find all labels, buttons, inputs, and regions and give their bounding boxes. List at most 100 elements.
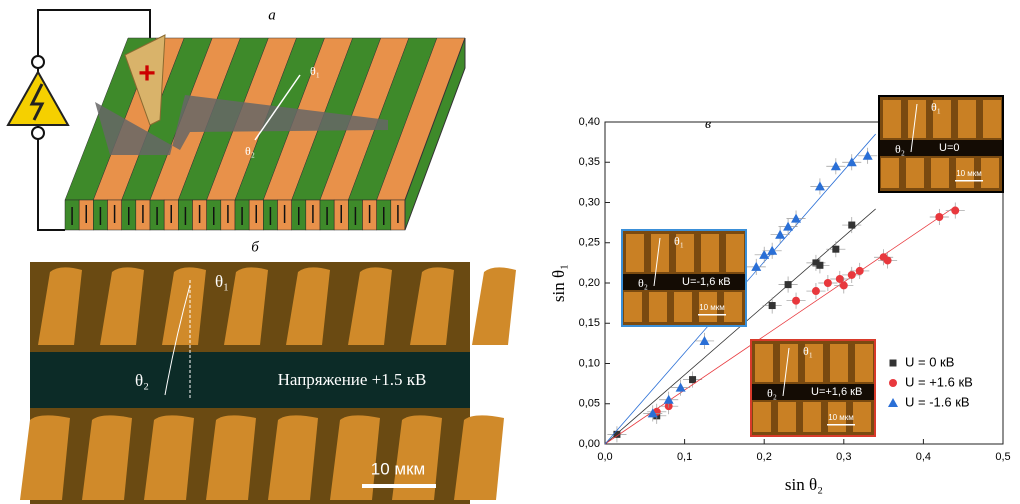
grain xyxy=(726,234,744,272)
panel-b: θ₁ θ₂ Напряжение +1.5 кВ 10 мкм xyxy=(20,262,516,504)
theta-label: θ₁ xyxy=(803,344,813,358)
x-tick-label: 0,3 xyxy=(836,451,851,463)
grain xyxy=(649,292,667,322)
x-tick-label: 0,4 xyxy=(916,451,931,463)
point xyxy=(840,281,848,289)
grain xyxy=(881,158,899,188)
plus: + xyxy=(138,57,156,90)
point xyxy=(815,181,825,190)
grain xyxy=(981,158,999,188)
panel-a: + θ₁ θ₂ а xyxy=(8,7,465,230)
voltage-label: Напряжение +1.5 кВ xyxy=(278,370,427,389)
grain xyxy=(624,292,642,322)
grain xyxy=(724,292,742,322)
voltage-label: U=-1,6 кВ xyxy=(682,276,731,288)
point xyxy=(863,151,873,160)
point xyxy=(700,336,710,345)
legend-marker xyxy=(890,360,897,367)
panel-label: в xyxy=(705,117,711,132)
grain xyxy=(855,344,873,382)
scale-bar xyxy=(827,424,855,426)
inset: θ₁ θ₂ U=0 10 мкм xyxy=(879,96,1003,192)
y-tick-label: 0,15 xyxy=(579,317,600,329)
grain xyxy=(906,158,924,188)
theta-label: θ₂ xyxy=(638,276,648,290)
figure: + θ₁ θ₂ а б θ₁ θ₂ Напряжение +1.5 кВ 10 … xyxy=(0,0,1020,504)
grain xyxy=(755,344,773,382)
legend-label: U = 0 кВ xyxy=(905,354,954,369)
point xyxy=(951,207,959,215)
point xyxy=(689,376,696,383)
theta-label: θ₁ xyxy=(931,100,941,114)
point xyxy=(824,279,832,287)
theta-label: θ₂ xyxy=(135,371,149,390)
point xyxy=(664,395,674,404)
chart: 0,00,10,20,30,40,50,000,050,100,150,200,… xyxy=(549,96,1011,494)
point xyxy=(792,297,800,305)
legend-marker xyxy=(888,398,898,407)
y-axis-label: sin θ₁ xyxy=(549,264,568,302)
scale-bar xyxy=(698,314,726,316)
grain xyxy=(853,402,871,432)
point xyxy=(783,222,793,231)
terminal xyxy=(32,56,44,68)
point xyxy=(812,287,820,295)
scale-label: 10 мкм xyxy=(956,169,982,178)
theta-label: θ₂ xyxy=(245,144,255,158)
legend-marker xyxy=(889,379,897,387)
y-tick-label: 0,05 xyxy=(579,398,600,410)
voltage-label: U=+1,6 кВ xyxy=(811,386,862,398)
theta-label: θ₁ xyxy=(674,234,684,248)
x-tick-label: 0,2 xyxy=(757,451,772,463)
x-tick-label: 0,5 xyxy=(995,451,1010,463)
x-tick-label: 0,0 xyxy=(597,451,612,463)
point xyxy=(785,281,792,288)
scale-label: 10 мкм xyxy=(828,413,854,422)
scale-label: 10 мкм xyxy=(371,459,425,478)
y-tick-label: 0,30 xyxy=(579,196,600,208)
y-tick-label: 0,40 xyxy=(579,116,600,128)
scale-bar xyxy=(955,180,983,182)
grain xyxy=(701,234,719,272)
scale-bar xyxy=(362,484,436,488)
y-tick-label: 0,20 xyxy=(579,277,600,289)
panel-label: а xyxy=(268,7,276,23)
voltage-label: U=0 xyxy=(939,142,960,154)
grain xyxy=(931,158,949,188)
legend-label: U = +1.6 кВ xyxy=(905,374,973,389)
grain xyxy=(20,415,70,500)
grain xyxy=(626,234,644,272)
grain xyxy=(803,402,821,432)
point xyxy=(791,214,801,223)
point xyxy=(847,157,857,166)
theta-label: θ₂ xyxy=(895,142,905,156)
grain xyxy=(958,100,976,138)
point xyxy=(767,246,777,255)
grain xyxy=(472,267,516,345)
point xyxy=(676,383,686,392)
y-tick-label: 0,00 xyxy=(579,438,600,450)
grain xyxy=(983,100,1001,138)
point xyxy=(884,256,892,264)
grain xyxy=(830,344,848,382)
grain xyxy=(753,402,771,432)
terminal xyxy=(32,127,44,139)
legend-label: U = -1.6 кВ xyxy=(905,394,970,409)
theta-label: θ₁ xyxy=(310,64,320,78)
scale-label: 10 мкм xyxy=(699,303,725,312)
point xyxy=(769,302,776,309)
y-tick-label: 0,25 xyxy=(579,237,600,249)
point xyxy=(848,222,855,229)
y-tick-label: 0,35 xyxy=(579,156,600,168)
grain xyxy=(883,100,901,138)
point xyxy=(848,271,856,279)
hazard-sign xyxy=(8,72,68,125)
point xyxy=(831,161,841,170)
grain xyxy=(674,292,692,322)
theta-label: θ₁ xyxy=(215,272,229,291)
y-tick-label: 0,10 xyxy=(579,357,600,369)
inset: θ₁ θ₂ U=-1,6 кВ 10 мкм xyxy=(622,230,746,326)
point xyxy=(832,246,839,253)
point xyxy=(816,262,823,269)
